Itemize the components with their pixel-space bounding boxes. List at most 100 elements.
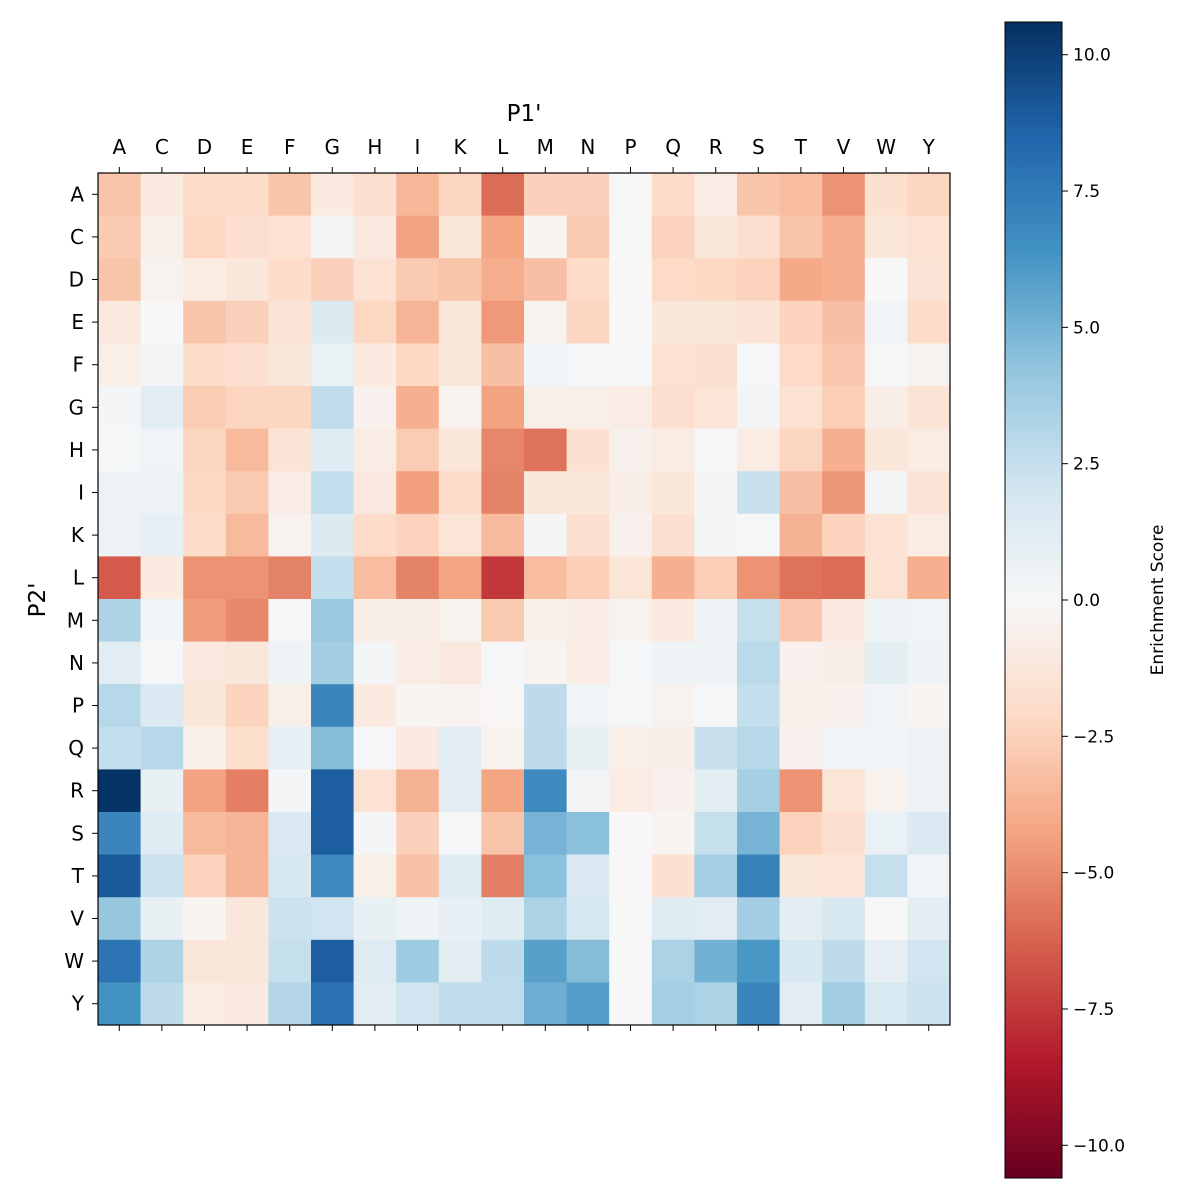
heatmap-cell [566, 641, 610, 685]
heatmap-cell [183, 897, 227, 941]
heatmap-cell [183, 684, 227, 728]
heatmap-cell [396, 215, 440, 259]
heatmap-cell [864, 556, 908, 600]
heatmap-cell [353, 982, 397, 1026]
heatmap-cell [225, 173, 269, 217]
heatmap-cell [609, 812, 653, 856]
heatmap-cell [268, 726, 312, 770]
heatmap-cell [268, 258, 312, 302]
heatmap-cell [566, 982, 610, 1026]
heatmap-cell [737, 599, 781, 643]
heatmap-cell [140, 982, 184, 1026]
heatmap-cell [396, 982, 440, 1026]
heatmap-cell [651, 599, 695, 643]
heatmap-cell [609, 599, 653, 643]
heatmap-cell [311, 726, 355, 770]
heatmap-cell [353, 215, 397, 259]
heatmap-cell [225, 726, 269, 770]
heatmap-cell [225, 599, 269, 643]
heatmap-cell [822, 173, 866, 217]
heatmap-cell [438, 726, 482, 770]
heatmap-cell [822, 343, 866, 387]
heatmap-cell [907, 812, 951, 856]
colorbar-tick-label: 5.0 [1073, 318, 1100, 338]
heatmap-cell [438, 982, 482, 1026]
x-tick-label: Y [922, 135, 936, 159]
heatmap-cell [353, 258, 397, 302]
heatmap-cell [864, 300, 908, 344]
heatmap-cell [353, 428, 397, 472]
heatmap-cell [907, 471, 951, 515]
x-tick-label: D [197, 135, 212, 159]
heatmap-cell [524, 854, 568, 898]
heatmap-cell [481, 599, 525, 643]
heatmap-cell [864, 599, 908, 643]
heatmap-cell [822, 471, 866, 515]
heatmap-cell [779, 556, 823, 600]
heatmap-cell [737, 300, 781, 344]
heatmap-cell [907, 641, 951, 685]
heatmap-cell [98, 982, 142, 1026]
heatmap-cell [609, 215, 653, 259]
heatmap-cell [822, 428, 866, 472]
heatmap-cell [353, 173, 397, 217]
heatmap-cell [353, 812, 397, 856]
heatmap-cell [396, 428, 440, 472]
heatmap-cell [694, 513, 738, 557]
heatmap-cell [311, 599, 355, 643]
colorbar-tick-label: −7.5 [1073, 1000, 1114, 1020]
heatmap-cell [311, 215, 355, 259]
heatmap-cell [694, 343, 738, 387]
heatmap-cell [779, 215, 823, 259]
heatmap-cell [98, 556, 142, 600]
heatmap-cell [353, 386, 397, 430]
heatmap-cell [907, 939, 951, 983]
heatmap-cell [822, 386, 866, 430]
y-tick-label: V [70, 907, 84, 931]
heatmap-cell [353, 726, 397, 770]
heatmap-cell [438, 854, 482, 898]
heatmap-cell [311, 428, 355, 472]
heatmap-cell [481, 556, 525, 600]
heatmap-cell [438, 513, 482, 557]
heatmap-cell [694, 556, 738, 600]
heatmap-cell [481, 215, 525, 259]
heatmap-cell [737, 812, 781, 856]
heatmap-cell [183, 471, 227, 515]
heatmap-cell [311, 386, 355, 430]
heatmap-cell [225, 343, 269, 387]
heatmap-cell [779, 812, 823, 856]
x-tick-label: H [367, 135, 382, 159]
x-tick-label: V [837, 135, 851, 159]
x-tick-label: F [284, 135, 296, 159]
heatmap-cell [864, 258, 908, 302]
x-tick-label: I [415, 135, 421, 159]
heatmap-cell [98, 258, 142, 302]
heatmap-cell [311, 812, 355, 856]
colorbar-tick-label: −5.0 [1073, 864, 1114, 884]
heatmap-cell [779, 471, 823, 515]
heatmap-cell [268, 897, 312, 941]
x-tick-label: A [112, 135, 126, 159]
heatmap-cell [311, 641, 355, 685]
colorbar-tick-label: 7.5 [1073, 182, 1100, 202]
heatmap-cell [907, 854, 951, 898]
heatmap-cell [566, 939, 610, 983]
heatmap-cell [438, 599, 482, 643]
x-tick-label: S [752, 135, 765, 159]
heatmap-cell [481, 300, 525, 344]
y-tick-label: M [67, 608, 84, 632]
heatmap-cell [524, 556, 568, 600]
heatmap-cell [864, 684, 908, 728]
heatmap-cell [98, 343, 142, 387]
heatmap-cell [438, 471, 482, 515]
heatmap-cell [524, 386, 568, 430]
x-tick-label: M [537, 135, 554, 159]
heatmap-cell [651, 428, 695, 472]
heatmap-cell [140, 641, 184, 685]
heatmap-cell [396, 769, 440, 813]
heatmap-cell [311, 556, 355, 600]
heatmap-cell [907, 428, 951, 472]
heatmap-cell [737, 173, 781, 217]
